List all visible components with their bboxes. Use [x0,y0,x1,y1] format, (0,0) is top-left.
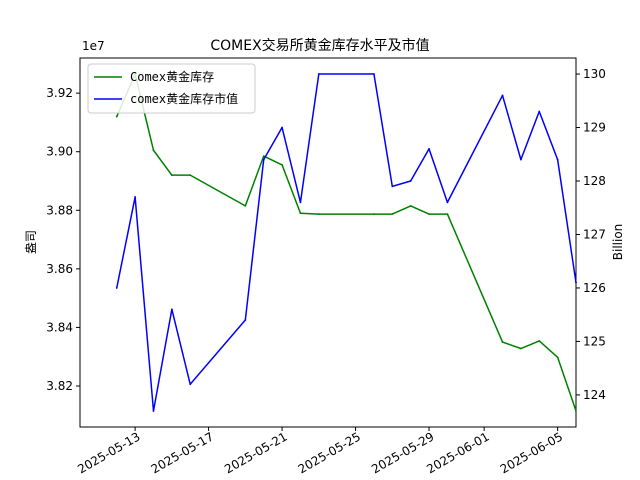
y-left-tick-label: 3.92 [46,86,73,100]
data-point-inventory [317,213,320,215]
data-point-market-value [428,148,430,150]
data-point-market-value [409,180,412,182]
x-tick-label: 2025-06-01 [424,429,491,476]
y-right-tick-label: 124 [583,388,606,402]
y-left-axis: 3.82 3.84 3.86 3.88 3.90 3.92 [46,86,80,393]
x-tick-label: 2025-05-21 [222,429,289,476]
x-tick-label: 2025-05-25 [296,429,363,476]
data-point-market-value [134,196,137,198]
y-right-tick-label: 125 [583,334,606,348]
data-point-inventory [281,163,283,166]
legend-box [87,63,256,114]
y-right-tick-label: 130 [583,67,606,81]
data-point-inventory [409,204,412,207]
data-point-inventory [538,340,541,342]
data-point-inventory [501,341,504,343]
data-point-inventory [575,409,577,412]
plot-area [79,57,577,428]
x-axis: 2025-05-13 2025-05-17 2025-05-21 2025-05-25… [75,427,565,476]
data-point-market-value [170,308,173,311]
y-left-tick-label: 3.90 [46,145,73,159]
data-point-market-value [189,383,192,386]
plot-frame [79,57,577,428]
series-line-market-value [116,73,577,412]
x-tick-label: 2025-06-05 [498,429,565,476]
data-point-market-value [281,126,283,129]
y-left-offset-label: 1e7 [82,39,105,53]
legend: Comex黄金库存 comex黄金库存市值 [87,63,256,114]
y-right-axis-label: Billion [611,224,625,261]
data-point-market-value [501,94,504,97]
y-left-tick-label: 3.84 [46,320,73,334]
data-point-market-value [262,158,265,161]
y-left-tick-label: 3.82 [46,379,73,393]
data-point-inventory [262,155,265,158]
y-left-tick-label: 3.86 [46,262,73,276]
data-point-inventory [189,174,192,177]
data-point-inventory [115,115,118,118]
chart-title: COMEX交易所黄金库存水平及市值 [210,37,429,54]
data-point-inventory [391,213,394,215]
data-point-inventory [170,174,173,177]
series-line-inventory [116,73,577,412]
data-point-inventory [428,213,430,215]
data-point-inventory [519,347,522,350]
y-right-tick-label: 128 [583,174,606,188]
data-point-market-value [115,287,118,289]
legend-label-market-value: comex黄金库存市值 [130,91,238,106]
data-point-market-value [575,281,577,284]
data-point-market-value [556,158,559,161]
legend-label-inventory: Comex黄金库存 [130,69,214,84]
data-point-inventory [152,149,155,152]
y-left-tick-label: 3.88 [46,203,73,217]
data-point-market-value [299,201,302,204]
y-left-axis-label: 盎司 [24,230,38,254]
data-point-market-value [519,158,522,161]
y-right-tick-label: 127 [583,227,606,241]
data-point-inventory [299,212,302,215]
data-point-market-value [373,73,375,75]
y-right-tick-label: 126 [583,281,606,295]
data-point-inventory [556,356,559,359]
data-point-market-value [244,319,247,321]
data-point-inventory [244,204,247,207]
data-point-market-value [446,201,449,204]
data-point-market-value [317,73,320,75]
y-right-tick-label: 129 [583,121,606,135]
data-point-inventory [446,213,449,215]
data-point-market-value [538,110,541,113]
y-right-axis: 124 125 126 127 128 129 130 [576,67,606,402]
x-tick-label: 2025-05-13 [75,429,142,476]
x-tick-label: 2025-05-17 [149,429,216,476]
series-layer [115,73,577,412]
data-point-inventory [373,213,375,215]
data-point-market-value [391,185,394,188]
data-point-market-value [152,410,155,412]
